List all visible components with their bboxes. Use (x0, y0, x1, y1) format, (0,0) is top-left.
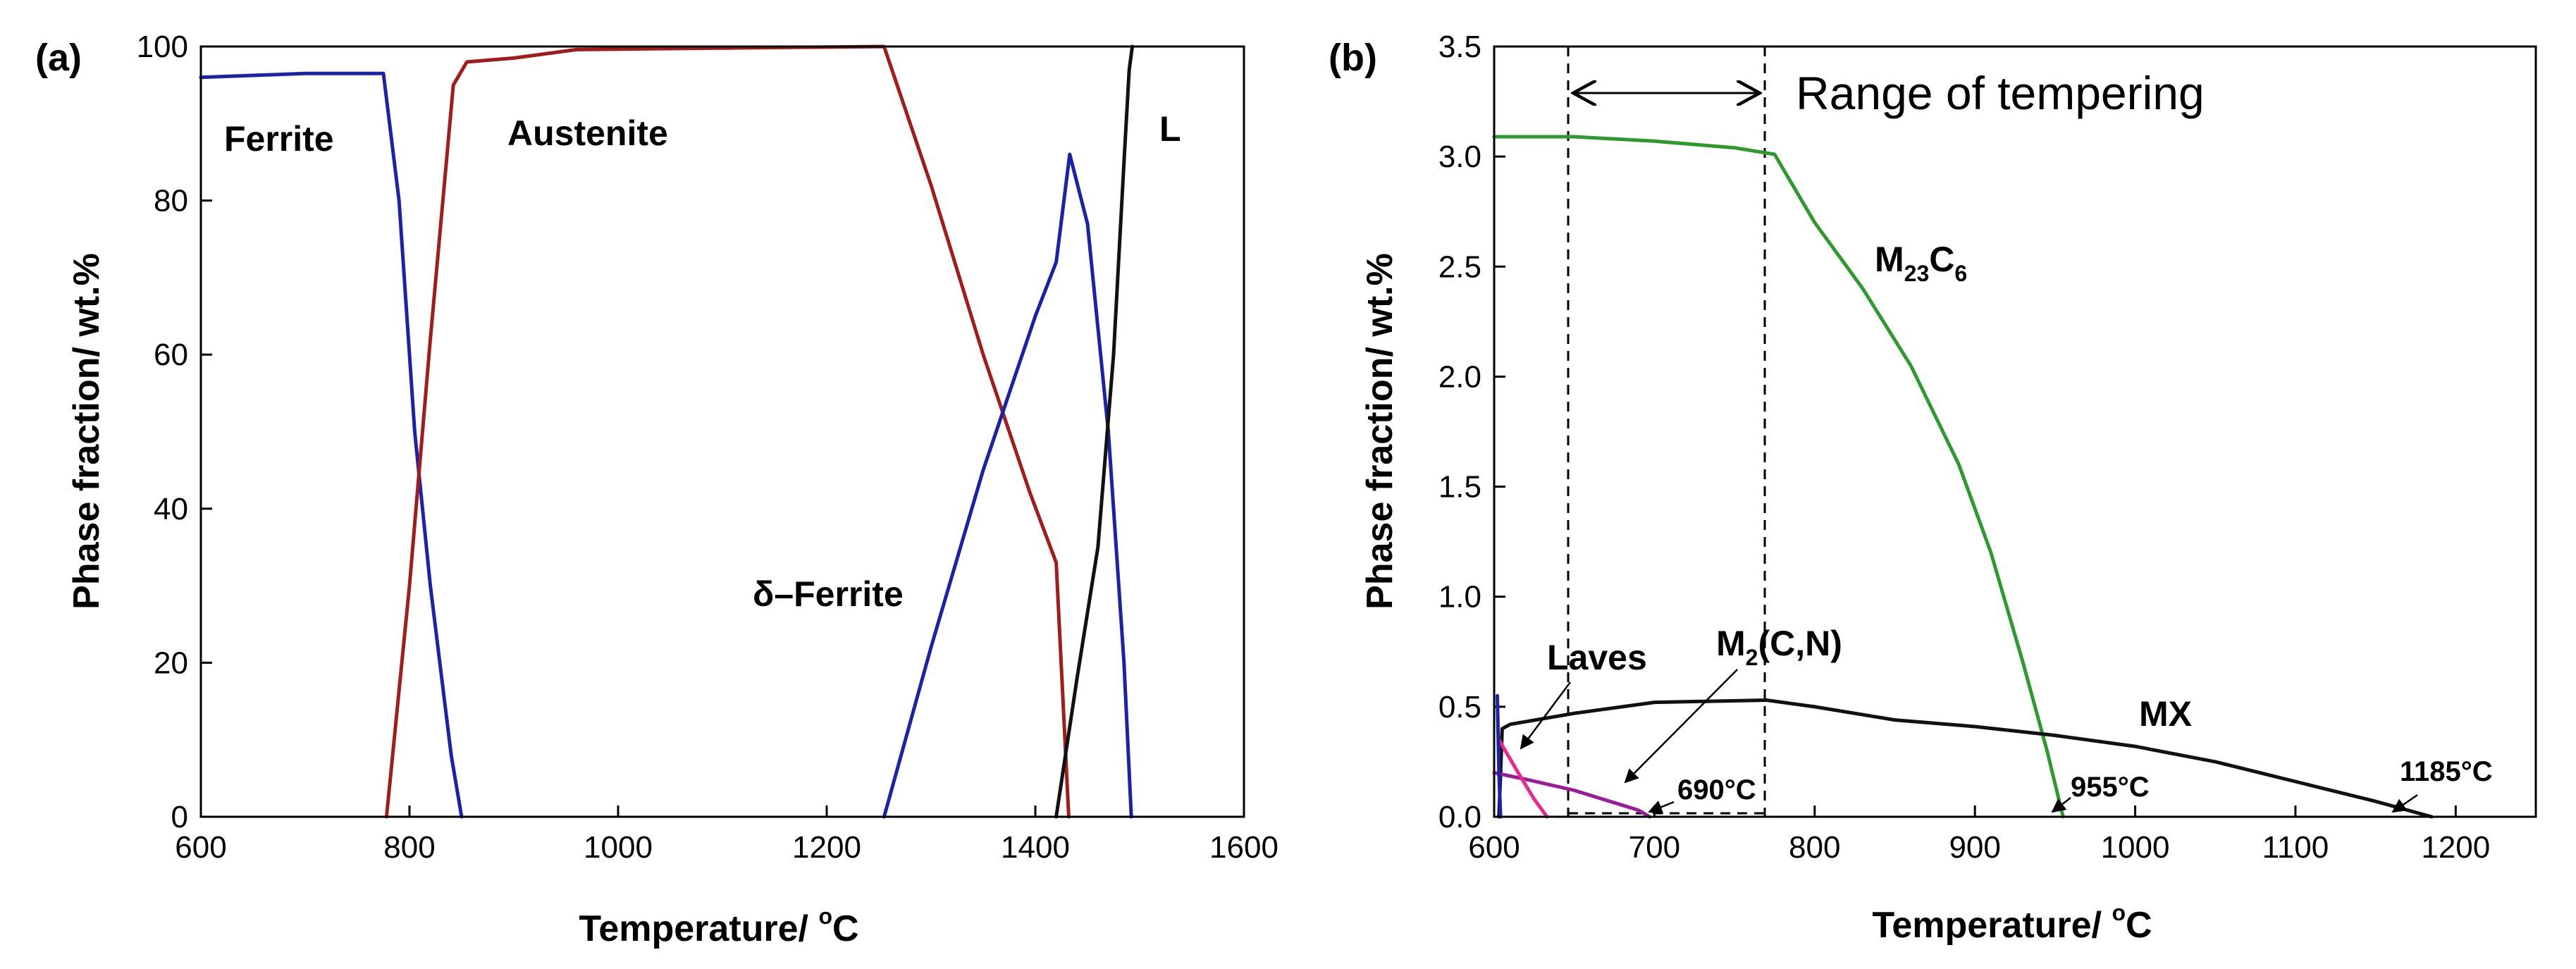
panel-a-ytick-label: 40 (154, 492, 188, 526)
m23c6-sub1: 23 (1904, 261, 1930, 286)
panel-b-ytick-label: 2.5 (1438, 249, 1481, 284)
panel-a-xtick-label: 1400 (1001, 830, 1070, 865)
label-mx: MX (2139, 694, 2192, 734)
label-ferrite: Ferrite (224, 119, 334, 159)
panel-a-xlabel-unit: C (832, 908, 859, 949)
panel-b-ytick-label: 3.5 (1438, 30, 1481, 64)
panel-a-ytick-label: 0 (171, 800, 188, 834)
panel-b-ytick-label: 0.0 (1438, 800, 1481, 834)
panel-a: (a) 600 800 1000 1200 1400 1600 0 20 40 60 80 100 P… (35, 30, 1278, 949)
m2cn-pointer-arrow (1624, 669, 1738, 784)
temp-955-label: 955°C (2071, 772, 2150, 803)
panel-b-xtick-label: 1100 (2262, 830, 2329, 865)
temp-690-label: 690°C (1677, 774, 1756, 806)
panel-b-xtick-label: 1200 (2421, 830, 2490, 865)
label-austenite: Austenite (507, 113, 668, 153)
panel-a-xlabel-main: Temperature/ (579, 908, 818, 949)
temp-690-arrow (1648, 801, 1675, 814)
panel-b-ytick-label: 2.0 (1438, 359, 1481, 394)
laves-pointer-arrow (1520, 681, 1572, 750)
panel-b-xtick-label: 700 (1629, 830, 1680, 865)
panel-a-series (199, 44, 1135, 819)
panel-a-series-ferrite (199, 71, 464, 819)
m2cn-sub: 2 (1746, 645, 1758, 670)
temp-1185-arrow (2391, 794, 2418, 813)
panel-b-ticks (1493, 45, 2457, 818)
panel-b-label: (b) (1329, 37, 1377, 79)
panel-a-ylabel: Phase fraction/ wt.% (66, 253, 107, 610)
label-delta-ferrite: δ–Ferrite (753, 574, 904, 614)
panel-a-xtick-label: 1600 (1209, 830, 1278, 865)
panel-a-xtick-label: 1000 (584, 830, 653, 865)
range-of-tempering-label: Range of tempering (1796, 67, 2205, 119)
m2cn-base: M (1716, 624, 1746, 663)
label-m2cn: M2(C,N) (1716, 624, 1842, 670)
label-liquid: L (1159, 109, 1181, 149)
m23c6-sub2: 6 (1954, 261, 1967, 286)
panel-b-xlabel-main: Temperature/ (1872, 905, 2112, 946)
panel-a-plot-frame (199, 45, 1245, 818)
panel-b-series-laves (1497, 738, 1549, 819)
panel-b-plot-frame (1493, 45, 2537, 818)
panel-b-tick-labels: 600 700 800 900 1000 1100 1200 0.0 0.5 1.0 1.5 2.0 2… (1438, 30, 2490, 865)
temp-955-arrow (2051, 797, 2071, 813)
panel-a-ytick-label: 100 (137, 30, 188, 64)
label-laves: Laves (1547, 638, 1647, 677)
m2cn-rest: (C,N) (1758, 624, 1842, 663)
panel-a-label: (a) (35, 37, 82, 79)
panel-b-ytick-label: 0.5 (1438, 690, 1481, 724)
panel-a-ytick-label: 80 (154, 184, 188, 218)
panel-b-xtick-label: 800 (1789, 830, 1840, 865)
panel-a-xlabel: Temperature/ oC (579, 903, 858, 949)
panel-b-series-m23c6 (1492, 135, 2065, 819)
panel-b-xtick-label: 900 (1949, 830, 2000, 865)
label-m23c6: M23C6 (1875, 240, 1967, 286)
panel-b-ylabel: Phase fraction/ wt.% (1360, 253, 1400, 610)
panel-b-xlabel-degree: o (2112, 900, 2126, 925)
panel-a-series-austenite (384, 44, 1071, 819)
m23c6-mid: C (1929, 240, 1954, 279)
panel-b-series-m2-c-n (1492, 771, 1652, 819)
panel-b-ytick-label: 3.0 (1438, 140, 1481, 174)
panel-b-series-blue-edge (1496, 693, 1503, 819)
panel-b-series (1492, 135, 2434, 819)
panel-a-series-l (1054, 44, 1135, 819)
panel-b-ytick-label: 1.5 (1438, 470, 1481, 505)
panel-b-xtick-label: 600 (1468, 830, 1520, 865)
m23c6-base: M (1875, 240, 1904, 279)
panel-a-ytick-label: 20 (154, 646, 188, 680)
panel-a-xtick-label: 1200 (792, 830, 861, 865)
panel-a-xtick-label: 800 (383, 830, 435, 865)
panel-a-xlabel-degree: o (818, 903, 832, 929)
panel-b-xlabel-unit: C (2126, 905, 2152, 946)
panel-b-xlabel: Temperature/ oC (1872, 900, 2152, 946)
panel-a-xtick-label: 600 (175, 830, 226, 865)
panel-a-ytick-label: 60 (154, 338, 188, 372)
temp-1185-label: 1185°C (2400, 756, 2493, 787)
panel-a-ticks (199, 45, 1245, 818)
panel-a-tick-labels: 600 800 1000 1200 1400 1600 0 20 40 60 80 100 (137, 30, 1278, 865)
panel-a-series-ferrite (882, 152, 1133, 819)
panel-b-ytick-label: 1.0 (1438, 580, 1481, 615)
panel-b-series-mx (1497, 698, 2434, 819)
panel-b: (b) Range of tempering 600 700 800 900 1000 1… (1329, 30, 2537, 946)
panel-b-xtick-label: 1000 (2101, 830, 2170, 865)
